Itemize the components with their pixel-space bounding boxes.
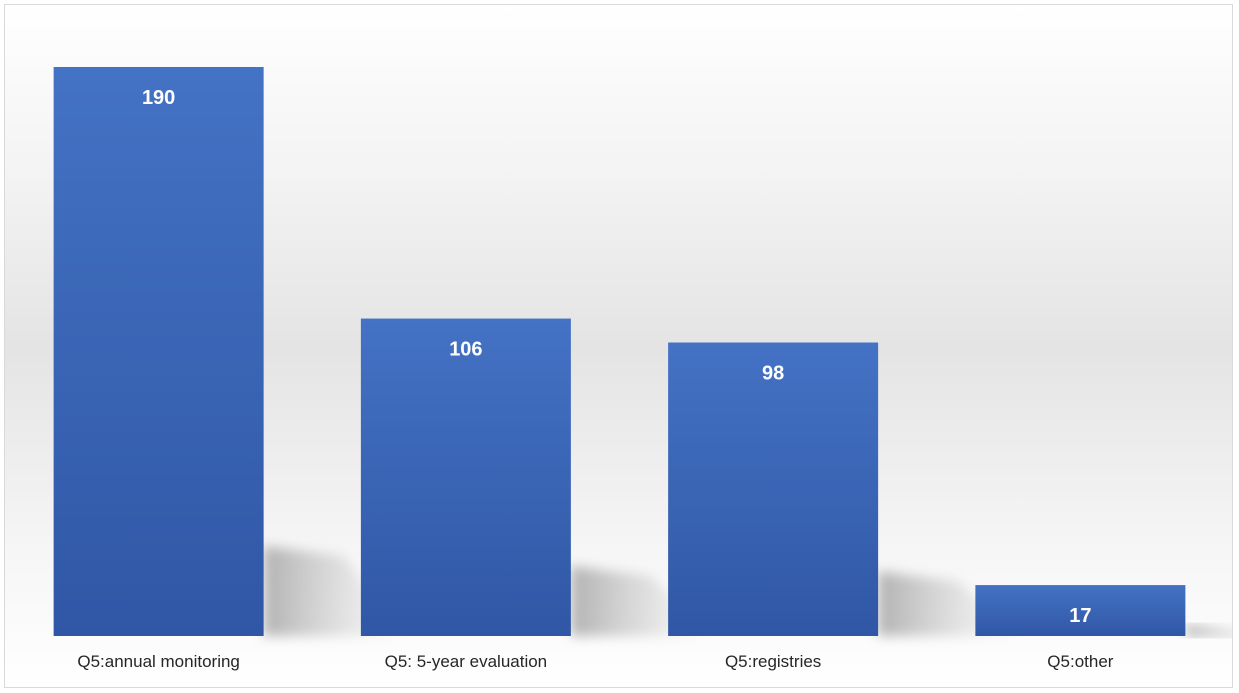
bar [975, 585, 1186, 636]
category-label: Q5: 5-year evaluation [385, 652, 548, 671]
bars [53, 67, 1186, 636]
bar-chart: 190 106 98 17 Q5:annual monitoring Q5: 5-yea… [5, 5, 1232, 687]
category-label: Q5:registries [725, 652, 821, 671]
data-labels: 190 106 98 17 [142, 87, 1092, 627]
bar-shadow [1185, 624, 1232, 636]
bar [53, 67, 264, 636]
bar [668, 342, 879, 636]
category-label: Q5:other [1047, 652, 1113, 671]
category-labels: Q5:annual monitoring Q5: 5-year evaluatio… [77, 652, 1113, 671]
chart-frame: 190 106 98 17 Q5:annual monitoring Q5: 5-yea… [4, 4, 1233, 688]
category-label: Q5:annual monitoring [77, 652, 240, 671]
data-label: 106 [449, 339, 482, 361]
bar [360, 318, 571, 636]
data-label: 190 [142, 87, 175, 109]
data-label: 17 [1069, 605, 1091, 627]
data-label: 98 [762, 363, 784, 385]
